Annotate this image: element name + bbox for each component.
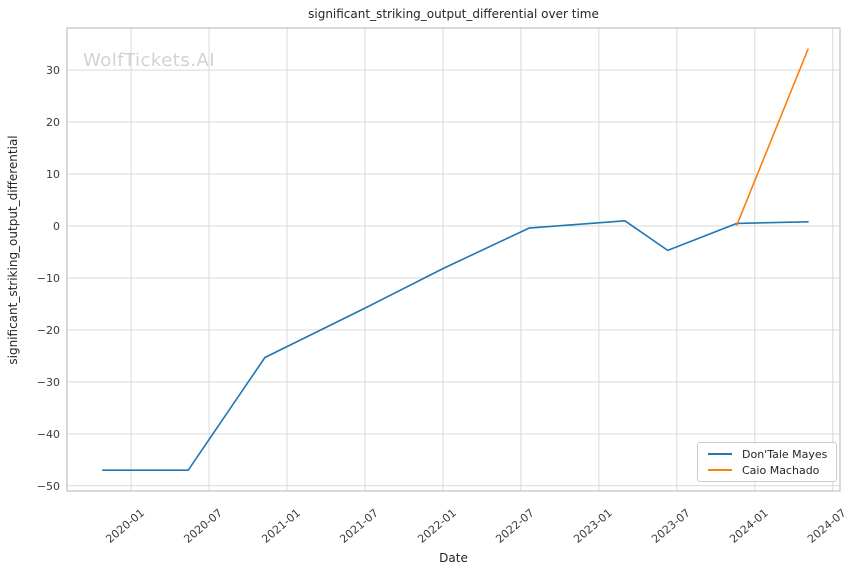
y-tick-label: −20 bbox=[37, 324, 60, 337]
y-tick-label: 10 bbox=[46, 168, 60, 181]
watermark: WolfTickets.AI bbox=[83, 50, 216, 71]
legend-line-swatch-blue bbox=[708, 453, 732, 455]
x-tick-label: 2021-07 bbox=[337, 506, 381, 546]
chart-title: significant_striking_output_differential… bbox=[308, 7, 599, 21]
legend-label: Caio Machado bbox=[742, 463, 820, 477]
x-tick-label: 2024-07 bbox=[805, 506, 849, 546]
x-tick-label: 2022-07 bbox=[493, 506, 537, 546]
legend-item: Don'Tale Mayes bbox=[698, 448, 836, 461]
y-tick-label: −10 bbox=[37, 272, 60, 285]
legend: Don'Tale Mayes Caio Machado bbox=[697, 442, 837, 482]
plot-border bbox=[66, 27, 841, 492]
y-tick-label: −50 bbox=[37, 480, 60, 493]
series-line-1 bbox=[736, 48, 809, 226]
x-tick-label: 2024-01 bbox=[727, 506, 771, 546]
legend-line-swatch-orange bbox=[708, 469, 732, 471]
y-tick-label: 0 bbox=[53, 220, 60, 233]
y-axis-label: significant_striking_output_differential bbox=[6, 135, 20, 365]
x-axis-label: Date bbox=[439, 551, 468, 565]
y-tick-label: 20 bbox=[46, 116, 60, 129]
x-tick-label: 2022-01 bbox=[415, 506, 459, 546]
legend-label: Don'Tale Mayes bbox=[742, 447, 828, 461]
x-tick-label: 2021-01 bbox=[259, 506, 303, 546]
x-tick-label: 2023-07 bbox=[649, 506, 693, 546]
x-tick-label: 2020-01 bbox=[103, 506, 147, 546]
x-tick-label: 2020-07 bbox=[181, 506, 225, 546]
series-line-0 bbox=[102, 220, 809, 472]
x-tick-label: 2023-01 bbox=[571, 506, 615, 546]
legend-item: Caio Machado bbox=[698, 464, 836, 477]
y-tick-label: −40 bbox=[37, 428, 60, 441]
y-tick-label: 30 bbox=[46, 64, 60, 77]
y-tick-label: −30 bbox=[37, 376, 60, 389]
